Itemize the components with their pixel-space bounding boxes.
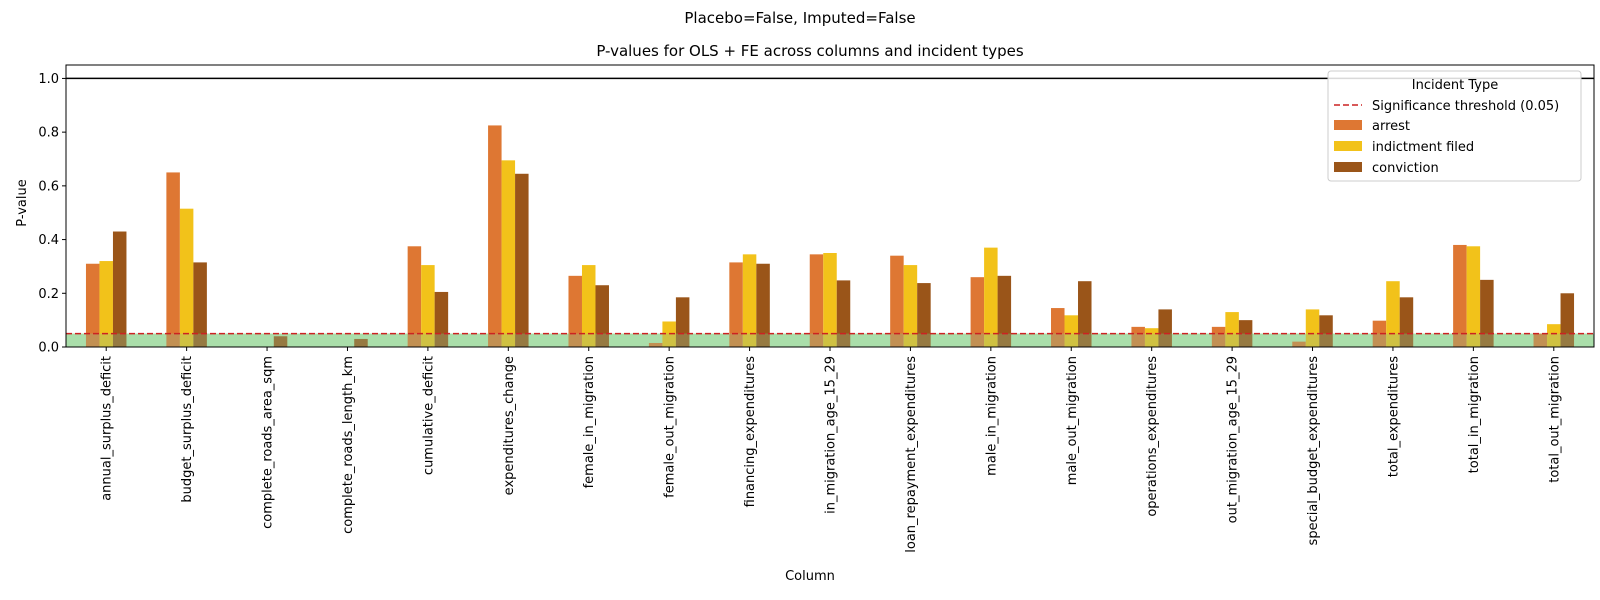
x-tick-label: annual_surplus_deficit [100, 356, 115, 501]
legend-indictment-swatch [1334, 141, 1362, 151]
bar-arrest [1292, 341, 1306, 347]
bar-conviction [515, 173, 529, 347]
legend-arrest-swatch [1334, 120, 1362, 130]
bar-arrest [648, 342, 663, 347]
y-tick-label: 0.4 [38, 233, 59, 248]
bar-indictment-filed [501, 160, 516, 347]
bar-conviction [112, 231, 127, 347]
bar-arrest [809, 254, 824, 347]
bar-arrest [890, 255, 904, 347]
bar-conviction [1078, 281, 1092, 347]
x-tick-label: total_in_migration [1467, 356, 1482, 473]
y-tick-label: 1.0 [38, 72, 59, 87]
x-tick-label: cumulative_deficit [421, 356, 436, 475]
x-tick-label: budget_surplus_deficit [180, 356, 195, 503]
bar-indictment-filed [179, 208, 194, 347]
legend-indictment-label: indictment filed [1372, 140, 1474, 155]
bar-conviction [917, 283, 931, 347]
x-tick-label: complete_roads_length_km [341, 356, 356, 534]
bar-indictment-filed [1466, 246, 1481, 347]
x-tick-label: expenditures_change [502, 356, 517, 495]
y-tick-label: 0.8 [38, 126, 59, 141]
bar-arrest [568, 275, 582, 347]
bar-arrest [1533, 333, 1548, 347]
bar-indictment-filed [1547, 324, 1561, 347]
legend: Incident Type Significance threshold (0.… [1327, 70, 1582, 182]
legend-conviction-swatch [1334, 162, 1362, 172]
x-tick-label: financing_expenditures [743, 356, 758, 508]
bar-conviction [273, 336, 288, 347]
bar-conviction [1158, 309, 1172, 347]
bar-conviction [193, 262, 207, 347]
bar-arrest [1372, 320, 1387, 347]
bar-arrest [1453, 244, 1467, 347]
bar-arrest [85, 263, 100, 347]
bar-conviction [675, 297, 690, 347]
bar-indictment-filed [421, 265, 435, 347]
x-tick-label: total_expenditures [1386, 356, 1401, 477]
bar-conviction [1399, 297, 1414, 347]
bar-arrest [1211, 326, 1226, 347]
bar-arrest [166, 172, 180, 347]
chart-title: P-values for OLS + FE across columns and… [596, 42, 1023, 60]
bar-indictment-filed [581, 265, 596, 347]
plot-area: 0.0 0.2 0.4 0.6 0.8 1.0 annual_surplus_deficit… [38, 64, 1595, 553]
bar-indictment-filed [903, 265, 918, 347]
legend-conviction-label: conviction [1372, 161, 1439, 176]
x-tick-label: special_budget_expenditures [1306, 356, 1321, 546]
y-tick-label: 0.6 [38, 179, 59, 194]
legend-frame [1327, 70, 1582, 182]
significance-region-overlay [66, 333, 1594, 347]
x-tick-label: female_out_migration [663, 356, 678, 498]
bar-conviction [1480, 279, 1494, 347]
bar-arrest [407, 246, 422, 347]
x-tick-label: male_out_migration [1065, 356, 1080, 485]
x-axis-label: Column [785, 569, 835, 584]
x-tick-label: in_migration_age_15_29 [824, 356, 839, 514]
bar-indictment-filed [984, 247, 998, 347]
bar-conviction [1319, 315, 1333, 347]
bar-indictment-filed [742, 254, 757, 347]
bar-indictment-filed [1064, 315, 1079, 347]
bar-indictment-filed [1225, 312, 1239, 347]
x-tick-label: complete_roads_area_sqm [261, 356, 276, 529]
bar-arrest [970, 277, 985, 347]
x-tick-label: operations_expenditures [1145, 356, 1160, 517]
y-tick-label: 0.2 [38, 287, 59, 302]
bar-arrest [488, 125, 502, 347]
bar-conviction [836, 280, 851, 347]
legend-threshold-label: Significance threshold (0.05) [1372, 99, 1559, 114]
bar-indictment-filed [99, 261, 113, 347]
y-axis-label: P-value [15, 179, 30, 226]
x-tick-label: female_in_migration [582, 356, 597, 488]
bar-arrest [729, 262, 743, 347]
bar-indictment-filed [1305, 309, 1320, 347]
figure-suptitle: Placebo=False, Imputed=False [684, 9, 915, 27]
bar-indictment-filed [1386, 281, 1400, 347]
legend-title: Incident Type [1412, 78, 1498, 93]
x-tick-label: loan_repayment_expenditures [904, 356, 919, 553]
bar-indictment-filed [823, 253, 837, 347]
bar-arrest [1051, 308, 1065, 347]
legend-arrest-label: arrest [1372, 119, 1410, 134]
bar-conviction [997, 275, 1012, 347]
bar-conviction [354, 338, 368, 347]
y-tick-label: 0.0 [38, 341, 59, 356]
bar-arrest [1131, 326, 1145, 347]
x-tick-label: out_migration_age_15_29 [1226, 356, 1241, 523]
bar-conviction [595, 285, 609, 347]
x-tick-label: male_in_migration [984, 356, 999, 476]
x-tick-label: total_out_migration [1547, 356, 1562, 483]
bar-conviction [756, 263, 770, 347]
